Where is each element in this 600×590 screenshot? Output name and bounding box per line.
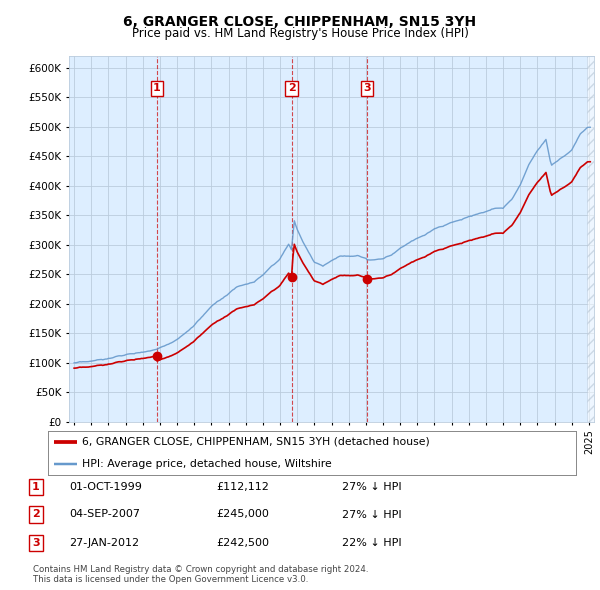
Text: 2: 2 (32, 510, 40, 519)
Text: Contains HM Land Registry data © Crown copyright and database right 2024.
This d: Contains HM Land Registry data © Crown c… (33, 565, 368, 584)
Text: 1: 1 (153, 84, 161, 93)
Text: 2: 2 (287, 84, 295, 93)
Text: £245,000: £245,000 (216, 510, 269, 519)
Text: 22% ↓ HPI: 22% ↓ HPI (342, 538, 401, 548)
Text: 3: 3 (364, 84, 371, 93)
Text: 27% ↓ HPI: 27% ↓ HPI (342, 510, 401, 519)
Text: 27% ↓ HPI: 27% ↓ HPI (342, 482, 401, 491)
Text: 27-JAN-2012: 27-JAN-2012 (69, 538, 139, 548)
Text: 04-SEP-2007: 04-SEP-2007 (69, 510, 140, 519)
Text: 6, GRANGER CLOSE, CHIPPENHAM, SN15 3YH: 6, GRANGER CLOSE, CHIPPENHAM, SN15 3YH (124, 15, 476, 29)
Text: £112,112: £112,112 (216, 482, 269, 491)
Text: HPI: Average price, detached house, Wiltshire: HPI: Average price, detached house, Wilt… (82, 459, 332, 469)
Text: Price paid vs. HM Land Registry's House Price Index (HPI): Price paid vs. HM Land Registry's House … (131, 27, 469, 40)
Text: 6, GRANGER CLOSE, CHIPPENHAM, SN15 3YH (detached house): 6, GRANGER CLOSE, CHIPPENHAM, SN15 3YH (… (82, 437, 430, 447)
Text: 01-OCT-1999: 01-OCT-1999 (69, 482, 142, 491)
Text: 1: 1 (32, 482, 40, 491)
Text: £242,500: £242,500 (216, 538, 269, 548)
Text: 3: 3 (32, 538, 40, 548)
